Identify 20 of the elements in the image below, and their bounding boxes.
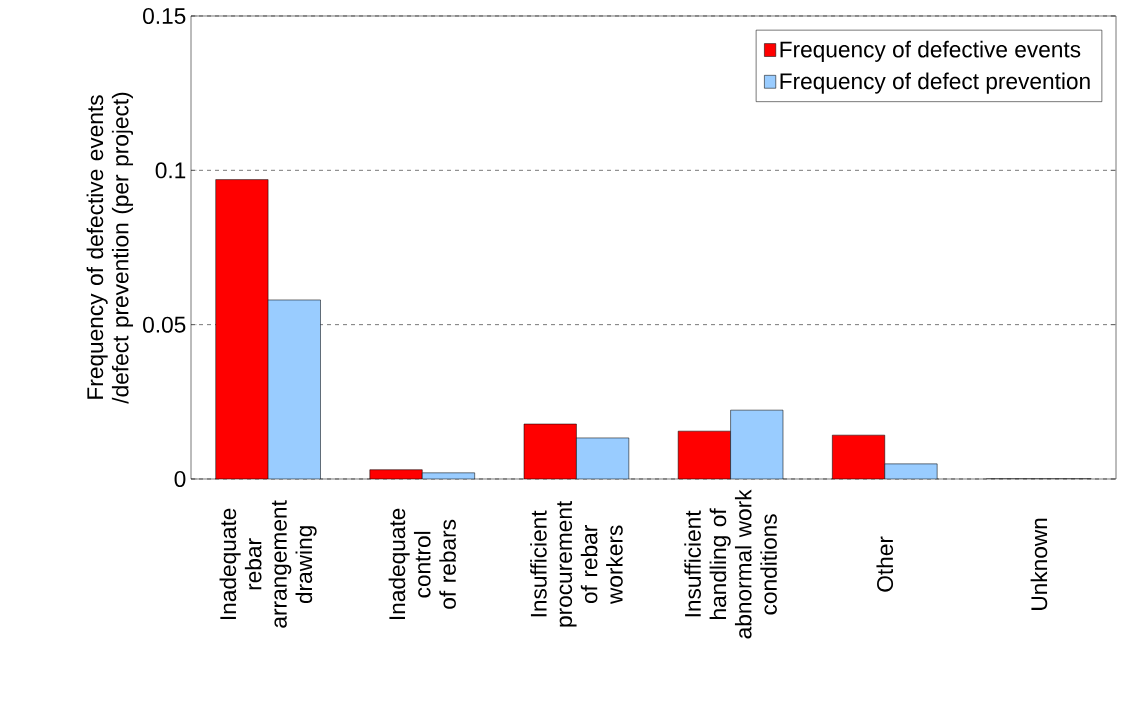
y-tick-label: 0.05 [143,316,186,333]
x-tick-label: Insufficient handling of abnormal work conditions [684,489,777,639]
bar [678,431,731,479]
x-tick-label: Insufficient procurement of rebar workers [530,500,623,627]
y-tick-label: 0.1 [155,162,186,179]
y-tick-label: 0 [174,470,186,488]
y-tick-label: 0.15 [143,7,186,25]
x-tick-label: Other [876,536,894,592]
bar [268,299,321,479]
legend-label: Frequency of defect prevention [780,72,1090,94]
bar [215,179,269,479]
bar [576,437,629,479]
legend-label: Frequency of defective events [780,40,1081,62]
bar [730,410,783,479]
bar [832,435,885,479]
x-tick-label: Inadequate control of rebars [388,508,456,620]
y-axis-title: Frequency of defective events /defect prevention (per project) [86,92,134,404]
x-tick-label: Inadequate rebar arrangement drawing [219,500,317,628]
bar [524,424,577,479]
x-tick-label: Unknown [1030,518,1048,610]
